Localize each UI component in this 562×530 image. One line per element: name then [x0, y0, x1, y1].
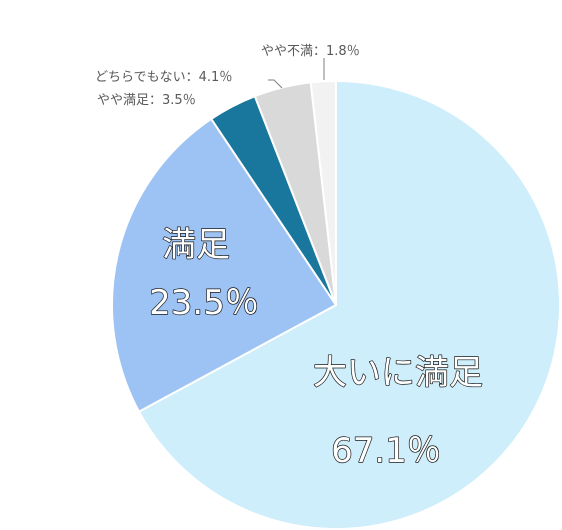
label-yaya-manzoku-name: やや満足 — [97, 93, 149, 108]
label-separator: ： — [149, 93, 162, 108]
data-labels: 大いに満足 67.1％ 満足 23.5％ やや満足：3.5％ どちらでもない：4… — [95, 44, 484, 472]
label-yaya-fuman: やや不満：1.8％ — [261, 44, 360, 59]
leader-lines — [268, 58, 325, 89]
label-dochira-pct: 4.1％ — [199, 70, 233, 85]
label-daini-manzoku-pct: 67.1％ — [331, 431, 441, 471]
label-yaya-manzoku: やや満足：3.5％ — [97, 93, 196, 108]
label-yaya-manzoku-pct: 3.5％ — [162, 93, 196, 108]
slice-manzoku — [111, 117, 338, 414]
label-dochira-name: どちらでもない — [95, 70, 186, 85]
label-manzoku: 満足 — [162, 225, 230, 265]
label-separator: ： — [313, 44, 326, 59]
label-separator: ： — [186, 70, 199, 85]
pie-slices — [111, 79, 561, 530]
leader-line-dochira — [268, 79, 283, 89]
slice-yaya-fuman — [309, 79, 337, 306]
label-yaya-fuman-name: やや不満 — [261, 44, 313, 59]
label-yaya-fuman-pct: 1.8％ — [326, 44, 360, 59]
label-manzoku-pct: 23.5％ — [149, 283, 259, 323]
label-dochira: どちらでもない：4.1％ — [95, 70, 232, 85]
label-daini-manzoku: 大いに満足 — [313, 353, 483, 393]
slice-daini-manzoku — [137, 79, 561, 530]
